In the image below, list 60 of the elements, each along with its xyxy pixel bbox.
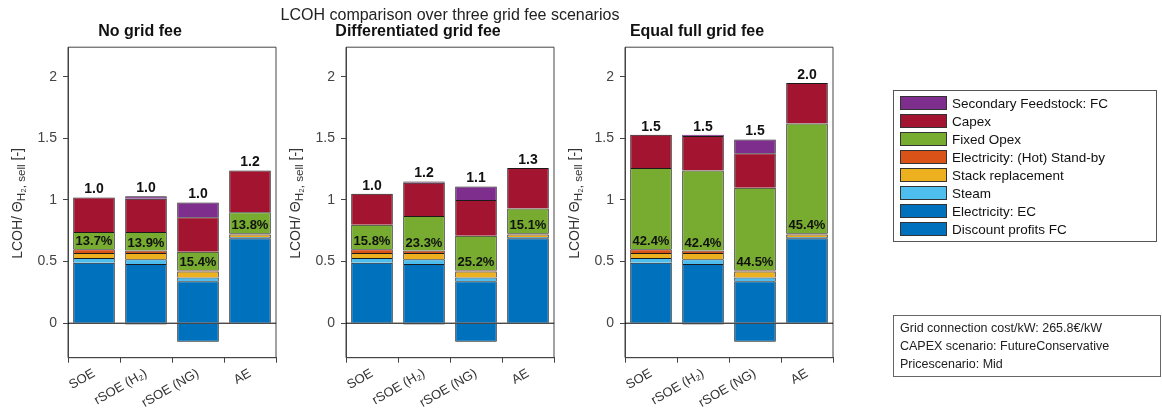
legend-label: Secondary Feedstock: FC (952, 95, 1109, 111)
total-label: 1.0 (188, 185, 208, 202)
annotation: 15.4% (179, 254, 217, 270)
annotation: 45.4% (788, 217, 826, 233)
chart-title: Equal full grid fee (629, 22, 765, 40)
total-label: 1.5 (693, 117, 713, 134)
y-tick-label: 2 (327, 67, 336, 84)
y-tick-label: 0 (327, 314, 336, 331)
y-tick-label: 1.5 (594, 129, 615, 146)
y-tick-label: 2 (49, 67, 58, 84)
annotation: 15.8% (353, 233, 391, 249)
y-tick-label: 0 (49, 314, 58, 331)
y-tick-label: 1 (49, 190, 58, 207)
text: Grid connection cost/kW: 265.8€/kW (900, 320, 1103, 337)
total-label: 1.1 (466, 169, 486, 186)
annotation: 15.1% (509, 217, 547, 233)
y-tick-label: 1 (606, 190, 615, 207)
y-tick-label: 1.5 (37, 129, 58, 146)
x-tick-label: SOE (623, 365, 655, 392)
legend-label: Electricity: (Hot) Stand-by (952, 149, 1106, 165)
annotation: 13.7% (75, 233, 113, 249)
text: Pricescenario: Mid (900, 356, 1004, 373)
annotation: 42.4% (684, 234, 722, 250)
y-tick-label: 0.5 (594, 252, 615, 269)
total-label: 1.2 (240, 153, 260, 170)
total-label: 1.5 (641, 117, 661, 134)
text: CAPEX scenario: FutureConservative (900, 338, 1111, 355)
y-tick-label: 0.5 (37, 252, 58, 269)
legend-label: Stack replacement (952, 167, 1064, 183)
annotation: 13.8% (231, 217, 269, 233)
x-tick-label: AE (787, 365, 811, 387)
x-tick-label: AE (230, 365, 254, 387)
annotation: 42.4% (632, 233, 670, 249)
legend-label: Capex (952, 113, 992, 129)
annotation: 25.2% (457, 254, 495, 270)
total-label: 1.5 (745, 122, 765, 139)
x-tick-label: SOE (66, 365, 98, 392)
total-label: 1.3 (518, 150, 538, 167)
total-label: 1.0 (84, 180, 104, 197)
chart-title: Differentiated grid fee (335, 22, 501, 40)
legend-label: Fixed Opex (952, 131, 1022, 147)
legend-label: Steam (952, 185, 992, 201)
x-tick-label: SOE (344, 365, 376, 392)
y-tick-label: 0 (606, 314, 615, 331)
legend-label: Electricity: EC (952, 203, 1037, 219)
total-label: 1.0 (136, 179, 156, 196)
y-tick-label: 0.5 (315, 252, 336, 269)
text: LCOH comparison over three grid fee scenarios (279, 6, 621, 24)
chart-title: No grid fee (98, 22, 182, 40)
total-label: 1.2 (414, 164, 434, 181)
annotation: 13.9% (127, 234, 165, 250)
annotation: 44.5% (736, 254, 774, 270)
y-tick-label: 1 (327, 190, 336, 207)
total-label: 1.0 (362, 176, 382, 193)
legend-label: Discount profits FC (952, 221, 1067, 237)
y-tick-label: 2 (606, 67, 615, 84)
annotation: 23.3% (405, 234, 443, 250)
x-tick-label: AE (508, 365, 532, 387)
total-label: 2.0 (797, 65, 817, 82)
y-tick-label: 1.5 (315, 129, 336, 146)
